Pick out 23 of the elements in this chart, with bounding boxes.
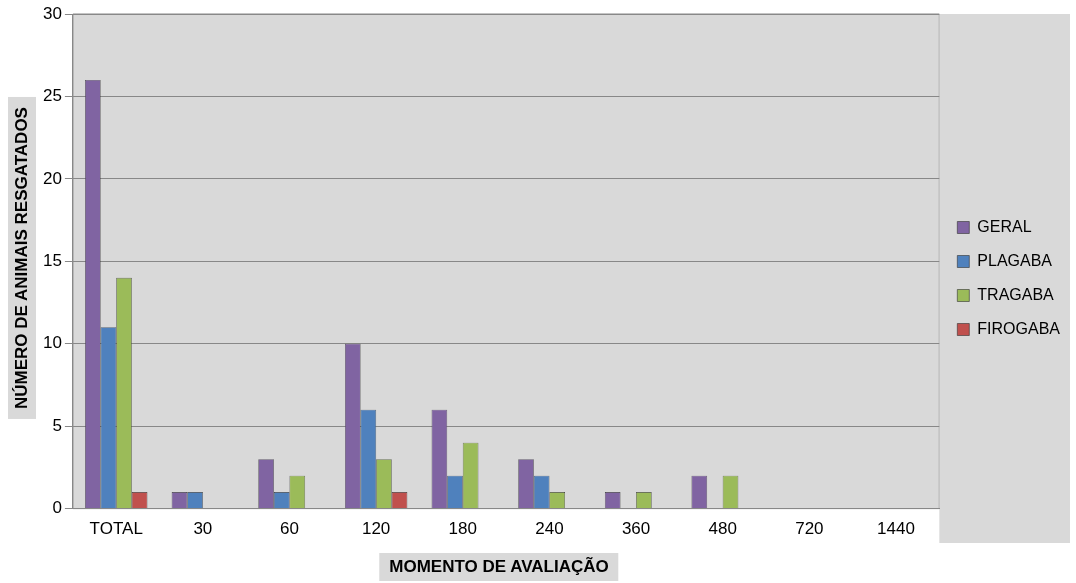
y-axis-title: NÚMERO DE ANIMAIS RESGATADOS (8, 97, 36, 419)
legend-label: TRAGABA (977, 285, 1055, 303)
legend-label: GERAL (977, 217, 1032, 235)
y-tick-label: 0 (52, 498, 62, 518)
y-tick-label: 10 (42, 333, 62, 353)
y-tick-label: 25 (42, 86, 62, 106)
y-tick-label: 20 (42, 168, 62, 188)
y-tick-label: 30 (42, 3, 62, 23)
x-tick-label: 480 (708, 519, 737, 539)
legend-label: FIROGABA (977, 319, 1061, 337)
legend-label: PLAGABA (977, 251, 1053, 269)
y-tick-label: 15 (42, 250, 62, 270)
x-axis-title: MOMENTO DE AVALIAÇÃO (379, 553, 619, 581)
x-tick-label: 120 (361, 519, 391, 539)
y-tick-label: 5 (52, 415, 62, 435)
x-tick-label: 60 (280, 519, 299, 539)
x-tick-label: 180 (448, 519, 477, 539)
x-tick-label: 720 (795, 519, 824, 539)
x-tick-label: 360 (621, 519, 651, 539)
x-tick-label: 30 (193, 519, 213, 539)
x-tick-label: 1440 (877, 519, 915, 539)
x-tick-label: 240 (535, 519, 564, 539)
x-tick-label: TOTAL (89, 519, 143, 539)
